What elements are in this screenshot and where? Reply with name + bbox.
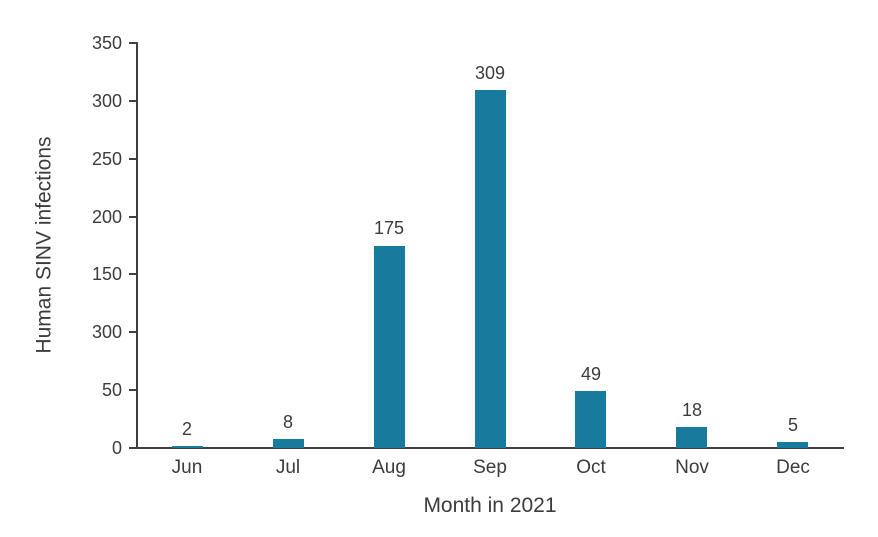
y-tick-mark (129, 331, 136, 334)
bar-value-label: 18 (681, 400, 703, 420)
bar-oct (575, 391, 606, 448)
bar-value-label: 49 (580, 364, 602, 384)
y-tick-mark (129, 215, 136, 218)
bar-value-label: 8 (282, 412, 293, 432)
y-axis-line (136, 42, 138, 449)
y-tick-mark (129, 273, 136, 276)
bar-value-label: 309 (474, 63, 506, 83)
x-tick-label: Jun (171, 457, 203, 478)
bar-nov (676, 427, 707, 448)
bar-value-label: 5 (787, 415, 798, 435)
y-tick-label: 300 (91, 90, 122, 111)
bar-value-label: 2 (181, 419, 192, 439)
bar-dec (777, 442, 808, 448)
y-tick-mark (129, 389, 136, 392)
bar-sep (475, 90, 506, 448)
bar-value-label: 175 (373, 218, 405, 238)
y-tick-label: 300 (91, 322, 122, 343)
bar-jun (172, 445, 203, 448)
y-tick-mark (129, 42, 136, 44)
y-tick-label: 200 (91, 206, 122, 227)
y-tick-label: 50 (101, 380, 122, 401)
y-tick-label: 250 (91, 148, 122, 169)
x-axis-title: Month in 2021 (423, 494, 557, 517)
x-tick-label: Nov (675, 457, 709, 478)
x-tick-label: Dec (776, 457, 810, 478)
bar-aug (374, 245, 405, 448)
x-tick-label: Sep (473, 457, 507, 478)
y-tick-label: 0 (111, 438, 122, 458)
y-tick-mark (129, 157, 136, 160)
y-tick-label: 150 (91, 264, 122, 285)
y-tick-mark (129, 447, 136, 449)
y-tick-mark (129, 99, 136, 102)
bar-jul (273, 438, 304, 448)
y-tick-label: 350 (91, 33, 122, 53)
x-tick-label: Oct (576, 457, 606, 478)
x-tick-label: Jul (275, 457, 301, 478)
x-tick-label: Aug (372, 457, 406, 478)
x-axis-line (136, 447, 844, 449)
